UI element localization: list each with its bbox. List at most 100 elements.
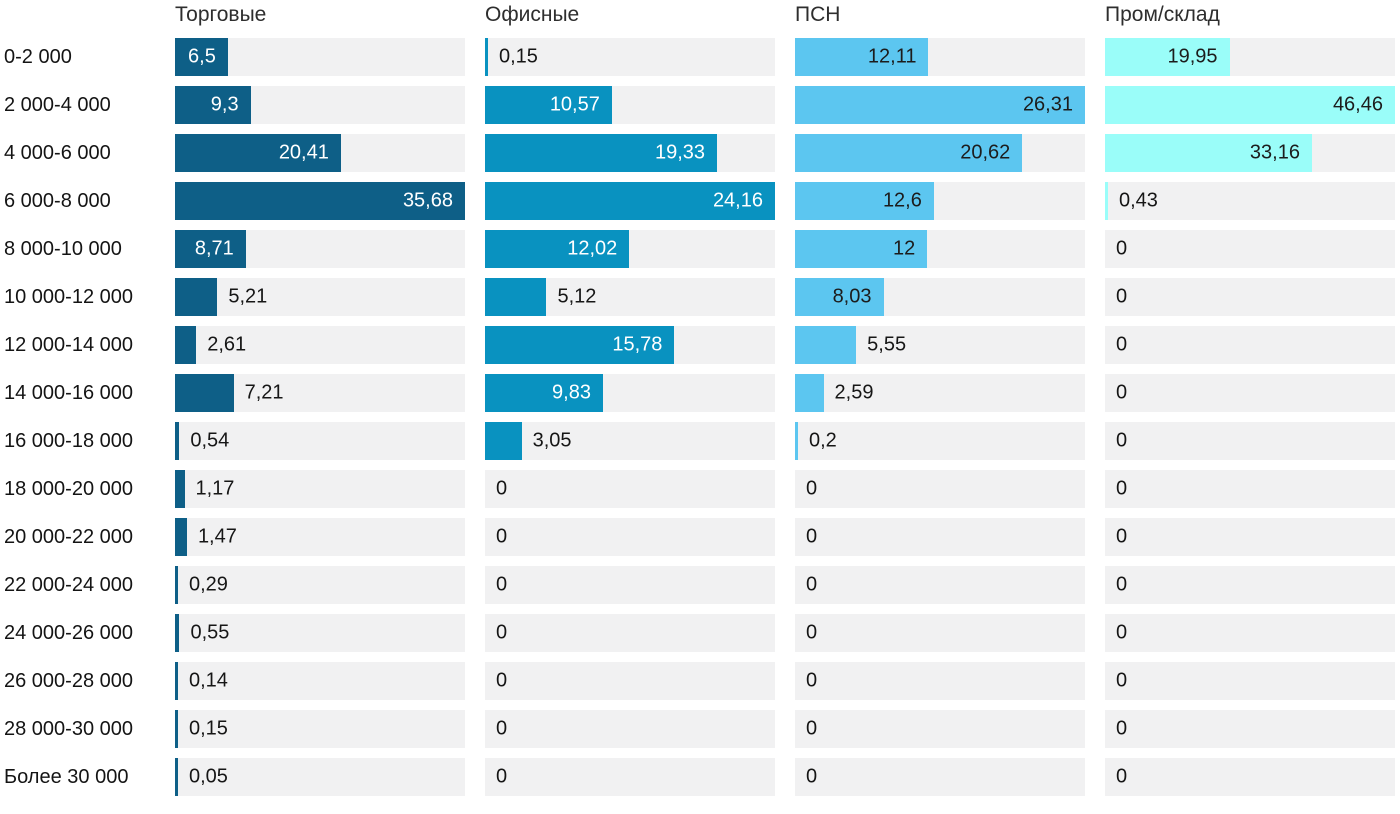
bar: 10,57 xyxy=(485,86,612,124)
bar-track: 0 xyxy=(1105,230,1395,268)
bar-track: 0 xyxy=(1105,662,1395,700)
bar-track: 0 xyxy=(795,470,1085,508)
bar xyxy=(175,422,180,460)
chart-row: 8 000-10 000 8,71 12,02 12 0 xyxy=(0,230,1400,268)
bar-value-label: 19,33 xyxy=(654,141,706,164)
bar-value-label: 5,55 xyxy=(867,333,907,356)
bar-track: 0 xyxy=(795,662,1085,700)
bar-track: 0 xyxy=(795,566,1085,604)
bar-track: 0 xyxy=(1105,374,1395,412)
chart-row: 18 000-20 000 1,17 0 0 0 xyxy=(0,470,1400,508)
bar-track: 2,61 xyxy=(175,326,465,364)
bar-track: 33,16 xyxy=(1105,134,1395,172)
chart-row: 0-2 000 6,5 0,15 12,11 19,95 xyxy=(0,38,1400,76)
bar-value-label: 9,83 xyxy=(552,381,591,404)
bar-track: 0 xyxy=(795,758,1085,796)
bar: 24,16 xyxy=(485,182,775,220)
bar-value-label: 0 xyxy=(496,717,508,740)
bar-value-label: 46,46 xyxy=(1332,93,1383,116)
bar-track: 0 xyxy=(485,566,775,604)
bar-value-label: 0 xyxy=(1116,333,1128,356)
row-label: 14 000-16 000 xyxy=(4,381,134,404)
bar-value-label: 1,17 xyxy=(195,477,235,500)
bar xyxy=(175,470,185,508)
bar-value-label: 5,21 xyxy=(228,285,268,308)
bar-track: 0 xyxy=(1105,614,1395,652)
row-label: 16 000-18 000 xyxy=(4,429,134,452)
bar-track: 0,54 xyxy=(175,422,465,460)
bar-track: 0,14 xyxy=(175,662,465,700)
row-label: 18 000-20 000 xyxy=(4,477,134,500)
chart-row: 12 000-14 000 2,61 15,78 5,55 0 xyxy=(0,326,1400,364)
bar-value-label: 12,6 xyxy=(882,189,922,212)
bar-track: 46,46 xyxy=(1105,86,1395,124)
column-header: Торговые xyxy=(175,3,267,26)
bar: 20,41 xyxy=(175,134,341,172)
bar: 12,02 xyxy=(485,230,630,268)
bar-value-label: 0 xyxy=(496,765,508,788)
bar-value-label: 0 xyxy=(1116,237,1128,260)
bar xyxy=(175,710,178,748)
bar-track: 26,31 xyxy=(795,86,1085,124)
bar-track: 12 xyxy=(795,230,1085,268)
bar-track: 9,83 xyxy=(485,374,775,412)
bar-track: 0,15 xyxy=(485,38,775,76)
bar-track: 8,71 xyxy=(175,230,465,268)
bar-value-label: 26,31 xyxy=(1022,93,1073,116)
bar-value-label: 0,05 xyxy=(189,765,228,788)
bar-track: 0 xyxy=(795,614,1085,652)
row-label: 28 000-30 000 xyxy=(4,717,134,740)
bar-track: 5,12 xyxy=(485,278,775,316)
bar: 19,95 xyxy=(1105,38,1230,76)
chart-row: 4 000-6 000 20,41 19,33 20,62 33,16 xyxy=(0,134,1400,172)
bar-value-label: 33,16 xyxy=(1249,141,1300,164)
column-header: Офисные xyxy=(485,3,580,26)
bar-track: 1,47 xyxy=(175,518,465,556)
column-headers: Торговые Офисные ПСН Пром/склад xyxy=(0,2,1400,30)
bar: 8,03 xyxy=(795,278,884,316)
bar-track: 6,5 xyxy=(175,38,465,76)
bar: 33,16 xyxy=(1105,134,1312,172)
bar-track: 35,68 xyxy=(175,182,465,220)
chart-row: 14 000-16 000 7,21 9,83 2,59 0 xyxy=(0,374,1400,412)
bar-track: 0,05 xyxy=(175,758,465,796)
bar: 9,3 xyxy=(175,86,251,124)
row-label: 10 000-12 000 xyxy=(4,285,134,308)
bar-track: 0 xyxy=(1105,278,1395,316)
bar-chart: Торговые Офисные ПСН Пром/склад 0-2 000 6,5 0… xyxy=(0,2,1400,796)
bar-value-label: 0,54 xyxy=(190,429,230,452)
bar-track: 19,33 xyxy=(485,134,775,172)
bar-value-label: 6,5 xyxy=(188,45,216,68)
bar-value-label: 0,29 xyxy=(189,573,228,596)
bar xyxy=(1105,182,1108,220)
bar-value-label: 15,78 xyxy=(612,333,663,356)
bar-track: 0 xyxy=(485,662,775,700)
bar-track: 0,43 xyxy=(1105,182,1395,220)
bar-track: 10,57 xyxy=(485,86,775,124)
bar-value-label: 0 xyxy=(806,477,818,500)
bar-value-label: 0 xyxy=(496,525,508,548)
bar: 12 xyxy=(795,230,928,268)
chart-row: 16 000-18 000 0,54 3,05 0,2 0 xyxy=(0,422,1400,460)
bar-track: 0 xyxy=(1105,518,1395,556)
bar: 46,46 xyxy=(1105,86,1395,124)
bar-value-label: 3,05 xyxy=(532,429,572,452)
row-label: 6 000-8 000 xyxy=(4,189,111,212)
bar-value-label: 0 xyxy=(1116,573,1128,596)
bar-value-label: 0,2 xyxy=(809,429,837,452)
bar-track: 0,15 xyxy=(175,710,465,748)
bar-value-label: 0 xyxy=(806,765,818,788)
chart-row: 28 000-30 000 0,15 0 0 0 xyxy=(0,710,1400,748)
row-label: 24 000-26 000 xyxy=(4,621,134,644)
bar-track: 0 xyxy=(485,470,775,508)
bar-value-label: 8,71 xyxy=(194,237,234,260)
bar: 26,31 xyxy=(795,86,1085,124)
bar-value-label: 0 xyxy=(806,669,818,692)
bar-value-label: 10,57 xyxy=(549,93,600,116)
bar-track: 0 xyxy=(485,710,775,748)
row-label: 22 000-24 000 xyxy=(4,573,134,596)
bar-track: 20,62 xyxy=(795,134,1085,172)
bar-track: 0 xyxy=(1105,422,1395,460)
bar-value-label: 0 xyxy=(1116,429,1128,452)
bar: 8,71 xyxy=(175,230,246,268)
